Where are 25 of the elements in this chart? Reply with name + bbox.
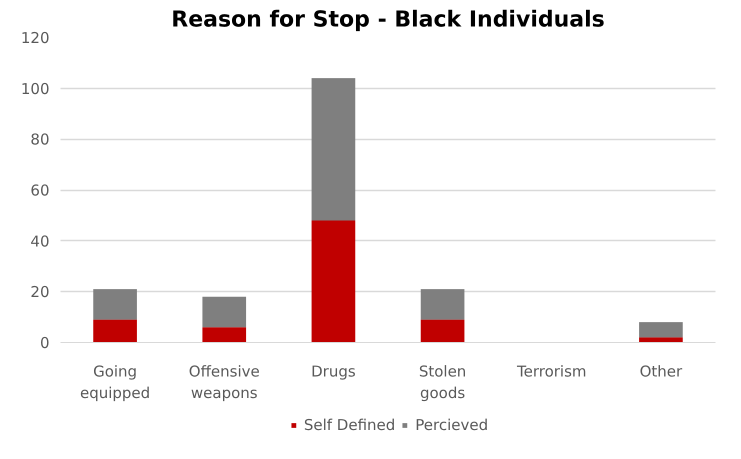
y-tick-label: 20 bbox=[30, 283, 50, 302]
y-tick-label: 40 bbox=[30, 232, 50, 250]
bar bbox=[93, 320, 137, 342]
x-tick-label: Terrorism bbox=[516, 362, 587, 380]
y-tick-label: 100 bbox=[20, 80, 50, 98]
x-tick-label: Going equipped bbox=[80, 362, 150, 402]
x-tick-label: Stolen goods bbox=[418, 362, 466, 402]
bar bbox=[202, 296, 246, 328]
x-tick-label: Drugs bbox=[311, 362, 356, 380]
y-tick-label: 60 bbox=[30, 182, 50, 200]
bar bbox=[420, 289, 464, 320]
legend-label: Self Defined bbox=[304, 416, 396, 434]
bar bbox=[202, 327, 246, 342]
x-tick-label: Other bbox=[640, 362, 684, 380]
bar bbox=[93, 289, 137, 320]
y-tick-label: 0 bbox=[40, 334, 50, 352]
bar bbox=[639, 322, 683, 338]
chart-title: Reason for Stop - Black Individuals bbox=[171, 8, 605, 32]
legend-label: Percieved bbox=[415, 416, 488, 434]
bar bbox=[312, 78, 356, 220]
bar bbox=[312, 220, 356, 342]
y-tick-label: 80 bbox=[30, 130, 50, 149]
bar bbox=[420, 320, 464, 342]
y-tick-label: 120 bbox=[20, 29, 50, 47]
x-tick-label: Offensive weapons bbox=[188, 362, 260, 402]
